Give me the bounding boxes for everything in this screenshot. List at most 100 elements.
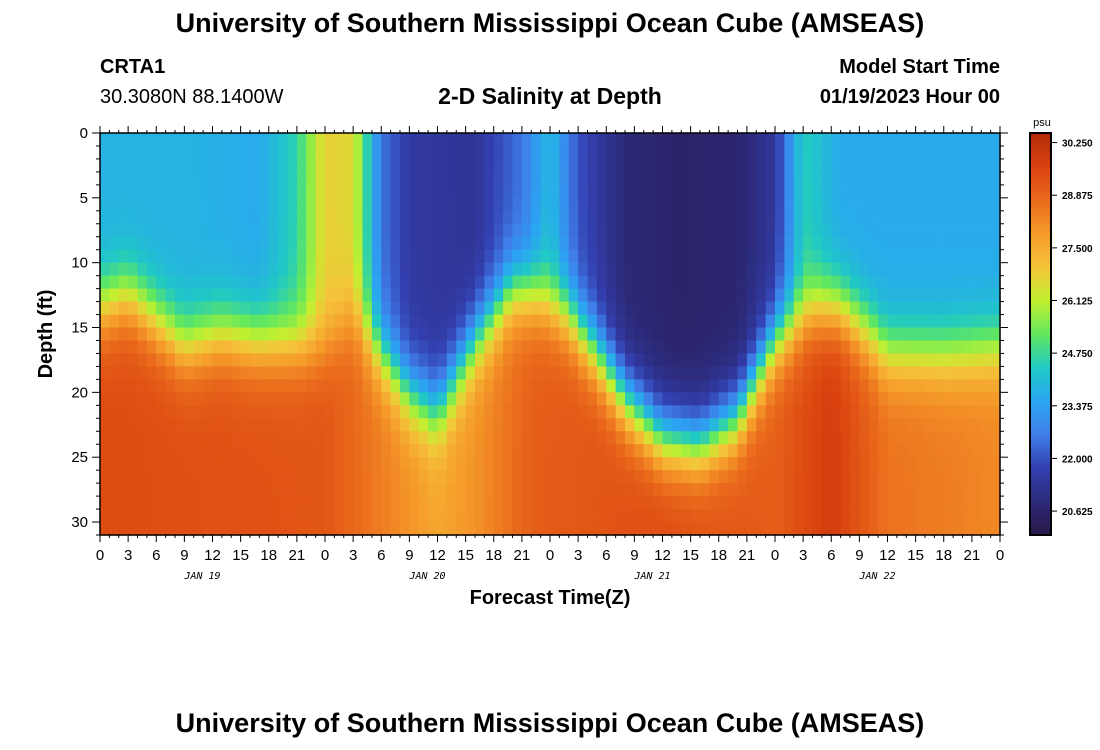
heatmap-cell [756, 366, 767, 380]
heatmap-cell [896, 210, 907, 225]
heatmap-cell [109, 301, 120, 316]
heatmap-cell [400, 133, 410, 147]
heatmap-cell [559, 496, 570, 510]
heatmap-cell [643, 405, 654, 419]
heatmap-cell [934, 470, 945, 484]
heatmap-cell [934, 457, 945, 471]
heatmap-cell [493, 483, 504, 497]
heatmap-cell [765, 340, 776, 355]
heatmap-cell [953, 522, 964, 536]
heatmap-cell [296, 158, 307, 173]
heatmap-cell [690, 353, 701, 368]
heatmap-cell [831, 184, 842, 199]
heatmap-cell [109, 158, 120, 173]
heatmap-cell [315, 314, 326, 329]
heatmap-cell [962, 366, 973, 380]
heatmap-cell [793, 379, 804, 393]
heatmap-cell [315, 301, 326, 316]
heatmap-cell [306, 418, 317, 432]
heatmap-cell [334, 483, 345, 497]
heatmap-cell [193, 223, 204, 238]
heatmap-cell [896, 145, 907, 160]
heatmap-cell [540, 223, 551, 238]
heatmap-cell [212, 249, 223, 264]
heatmap-cell [737, 145, 748, 160]
heatmap-cell [662, 509, 673, 523]
heatmap-cell [784, 431, 795, 445]
heatmap-cell [821, 353, 832, 368]
heatmap-cell [175, 197, 185, 212]
heatmap-cell [465, 184, 476, 199]
heatmap-cell [812, 197, 823, 212]
heatmap-cell [353, 145, 364, 160]
heatmap-cell [915, 288, 926, 303]
heatmap-cell [531, 288, 542, 303]
heatmap-cell [446, 133, 457, 147]
heatmap-cell [550, 301, 560, 316]
heatmap-cell [446, 197, 457, 212]
heatmap-cell [306, 158, 317, 173]
heatmap-cell [925, 470, 935, 484]
heatmap-cell [896, 249, 907, 264]
heatmap-cell [775, 444, 785, 458]
heatmap-cell [615, 444, 626, 458]
heatmap-cell [109, 327, 120, 342]
heatmap-cell [868, 483, 879, 497]
heatmap-cell [971, 262, 982, 277]
heatmap-cell [184, 392, 195, 406]
heatmap-cell [775, 509, 785, 523]
heatmap-cell [915, 171, 926, 186]
heatmap-cell [850, 405, 860, 419]
heatmap-cell [850, 392, 860, 406]
heatmap-cell [606, 327, 617, 342]
heatmap-cell [203, 496, 214, 510]
heatmap-cell [512, 379, 523, 393]
heatmap-cell [962, 223, 973, 238]
heatmap-cell [681, 470, 692, 484]
heatmap-cell [981, 405, 992, 419]
heatmap-cell [878, 392, 889, 406]
heatmap-cell [231, 431, 242, 445]
heatmap-cell [446, 327, 457, 342]
heatmap-cell [596, 353, 607, 368]
heatmap-cell [746, 392, 757, 406]
heatmap-cell [278, 184, 289, 199]
heatmap-cell [221, 444, 232, 458]
heatmap-cell [465, 496, 476, 510]
heatmap-cell [315, 184, 326, 199]
heatmap-cell [418, 197, 429, 212]
heatmap-cell [353, 457, 364, 471]
heatmap-cell [671, 405, 682, 419]
heatmap-cell [728, 275, 739, 290]
heatmap-cell [287, 496, 298, 510]
heatmap-cell [821, 249, 832, 264]
heatmap-cell [615, 145, 626, 160]
heatmap-cell [887, 210, 898, 225]
heatmap-cell [231, 314, 242, 329]
heatmap-cell [137, 496, 148, 510]
heatmap-cell [109, 184, 120, 199]
heatmap-cell [118, 522, 129, 536]
heatmap-cell [709, 145, 720, 160]
heatmap-cell [878, 314, 889, 329]
heatmap-cell [840, 158, 851, 173]
heatmap-cell [212, 379, 223, 393]
heatmap-cell [212, 210, 223, 225]
heatmap-cell [803, 275, 814, 290]
heatmap-cell [156, 353, 167, 368]
heatmap-cell [634, 444, 645, 458]
heatmap-cell [484, 483, 495, 497]
heatmap-cell [278, 509, 289, 523]
heatmap-cell [784, 262, 795, 277]
heatmap-cell [259, 470, 270, 484]
heatmap-cell [756, 262, 767, 277]
heatmap-cell [700, 301, 710, 316]
heatmap-cell [381, 366, 392, 380]
x-tick-label: 6 [152, 547, 160, 564]
heatmap-cell [812, 353, 823, 368]
heatmap-cell [700, 288, 710, 303]
heatmap-cell [456, 509, 467, 523]
heatmap-cell [259, 431, 270, 445]
heatmap-cell [362, 431, 373, 445]
heatmap-cell [671, 301, 682, 316]
